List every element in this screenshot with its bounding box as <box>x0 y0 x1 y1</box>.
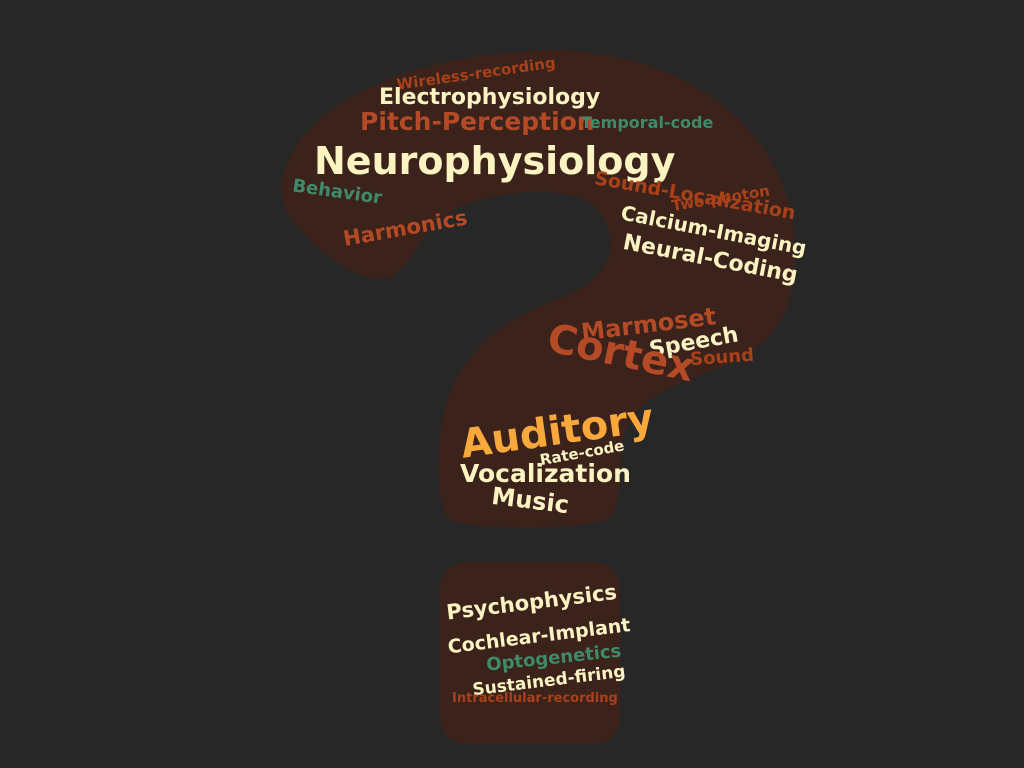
question-mark-hook-shape <box>280 50 796 528</box>
word-pitch-perception: Pitch-Perception <box>360 107 595 136</box>
word-temporal-code: Temporal-code <box>581 113 714 132</box>
word-neurophysiology: Neurophysiology <box>314 139 676 183</box>
word-intracellular-recording: Intracellular-recording <box>452 691 618 706</box>
word-group: Wireless-recording Electrophysiology Pit… <box>291 54 808 706</box>
question-mark-dot-shape <box>440 562 620 744</box>
word-sound: Sound <box>690 345 755 370</box>
word-vocalization: Vocalization <box>460 459 631 488</box>
word-electrophysiology: Electrophysiology <box>379 85 600 110</box>
